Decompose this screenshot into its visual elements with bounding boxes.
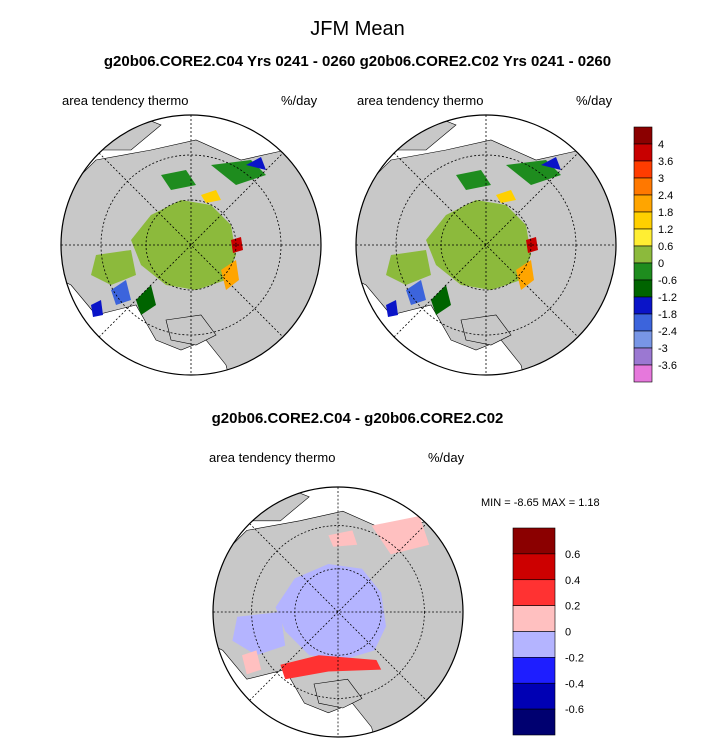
colorbar-tick-label: 0.2 (565, 601, 580, 613)
colorbar-tick-label: -0.6 (565, 704, 584, 716)
difference-title: g20b06.CORE2.C04 - g20b06.CORE2.C02 (211, 410, 504, 427)
colorbar-tick-label: 4 (658, 139, 664, 151)
colorbar-tick-label: 2.4 (658, 190, 673, 202)
colorbar-swatch (633, 160, 653, 179)
panel2-border (355, 114, 617, 376)
panel3-diff-field (232, 516, 430, 680)
colorbar-swatch (633, 211, 653, 230)
colorbar-tick-label: -2.4 (658, 326, 677, 338)
colorbar-swatch (512, 657, 556, 684)
colorbar-swatch (512, 708, 556, 736)
colorbar-swatch (633, 262, 653, 281)
colorbar-swatch (633, 330, 653, 349)
panel1-label: area tendency thermo (62, 93, 189, 108)
colorbar-tick-label: 1.2 (658, 224, 673, 236)
colorbar-swatch (633, 194, 653, 213)
colorbar-swatch (512, 553, 556, 581)
colorbar-tick-label: -3.6 (658, 360, 677, 372)
panel1-map (60, 114, 322, 376)
panel2-ice-field (386, 157, 561, 317)
panel2-label: area tendency thermo (357, 93, 484, 108)
colorbar-tick-label: 0.4 (565, 575, 580, 587)
colorbar-swatch (633, 313, 653, 332)
colorbar-tick-label: 1.8 (658, 207, 673, 219)
panel1-border (60, 114, 322, 376)
colorbar-tick-label: -0.6 (658, 275, 677, 287)
colorbar-tick-label: -3 (658, 343, 668, 355)
colorbar-swatch (512, 631, 556, 658)
colorbar-main (633, 126, 653, 383)
colorbar-swatch (512, 579, 556, 606)
colorbar-tick-label: 3 (658, 173, 664, 185)
colorbar-tick-label: -1.8 (658, 309, 677, 321)
colorbar-swatch (512, 527, 556, 555)
colorbar-tick-label: 0 (565, 627, 571, 639)
colorbar-swatch (633, 296, 653, 315)
colorbar-tick-label: 0 (658, 258, 664, 270)
colorbar-diff-ticks: 0.6 0.4 0.2 0 -0.2 -0.4 -0.6 (565, 549, 584, 716)
colorbar-tick-label: -0.2 (565, 652, 584, 664)
colorbar-swatch (633, 228, 653, 247)
colorbar-swatch (633, 245, 653, 264)
colorbar-main-ticks: 4 3.6 3 2.4 1.8 1.2 0.6 0 -0.6 -1.2 -1.8 -2.4 -3 -3.6 (658, 139, 677, 372)
colorbar-swatch (512, 605, 556, 632)
min-max-annotation: MIN = -8.65 MAX = 1.18 (481, 497, 600, 509)
panel1-ice-field (91, 157, 266, 317)
colorbar-tick-label: 3.6 (658, 156, 673, 168)
panel2-units: %/day (576, 93, 613, 108)
colorbar-swatch (633, 177, 653, 196)
colorbar-tick-label: -0.4 (565, 678, 584, 690)
colorbar-diff (512, 527, 556, 736)
colorbar-tick-label: 0.6 (658, 241, 673, 253)
panel2-map (355, 114, 617, 376)
figure-subtitle: g20b06.CORE2.C04 Yrs 0241 - 0260 g20b06.… (103, 53, 612, 70)
colorbar-swatch (633, 279, 653, 298)
colorbar-swatch (633, 364, 653, 383)
figure-title: JFM Mean (310, 18, 405, 40)
colorbar-swatch (633, 126, 653, 145)
colorbar-swatch (633, 347, 653, 366)
colorbar-tick-label: -1.2 (658, 292, 677, 304)
colorbar-swatch (512, 682, 556, 710)
panel3-border (212, 486, 464, 738)
panel3-label: area tendency thermo (209, 450, 336, 465)
panel1-units: %/day (281, 93, 318, 108)
colorbar-tick-label: 0.6 (565, 549, 580, 561)
panel3-units: %/day (428, 450, 465, 465)
panel3-map (212, 486, 464, 738)
colorbar-swatch (633, 143, 653, 162)
